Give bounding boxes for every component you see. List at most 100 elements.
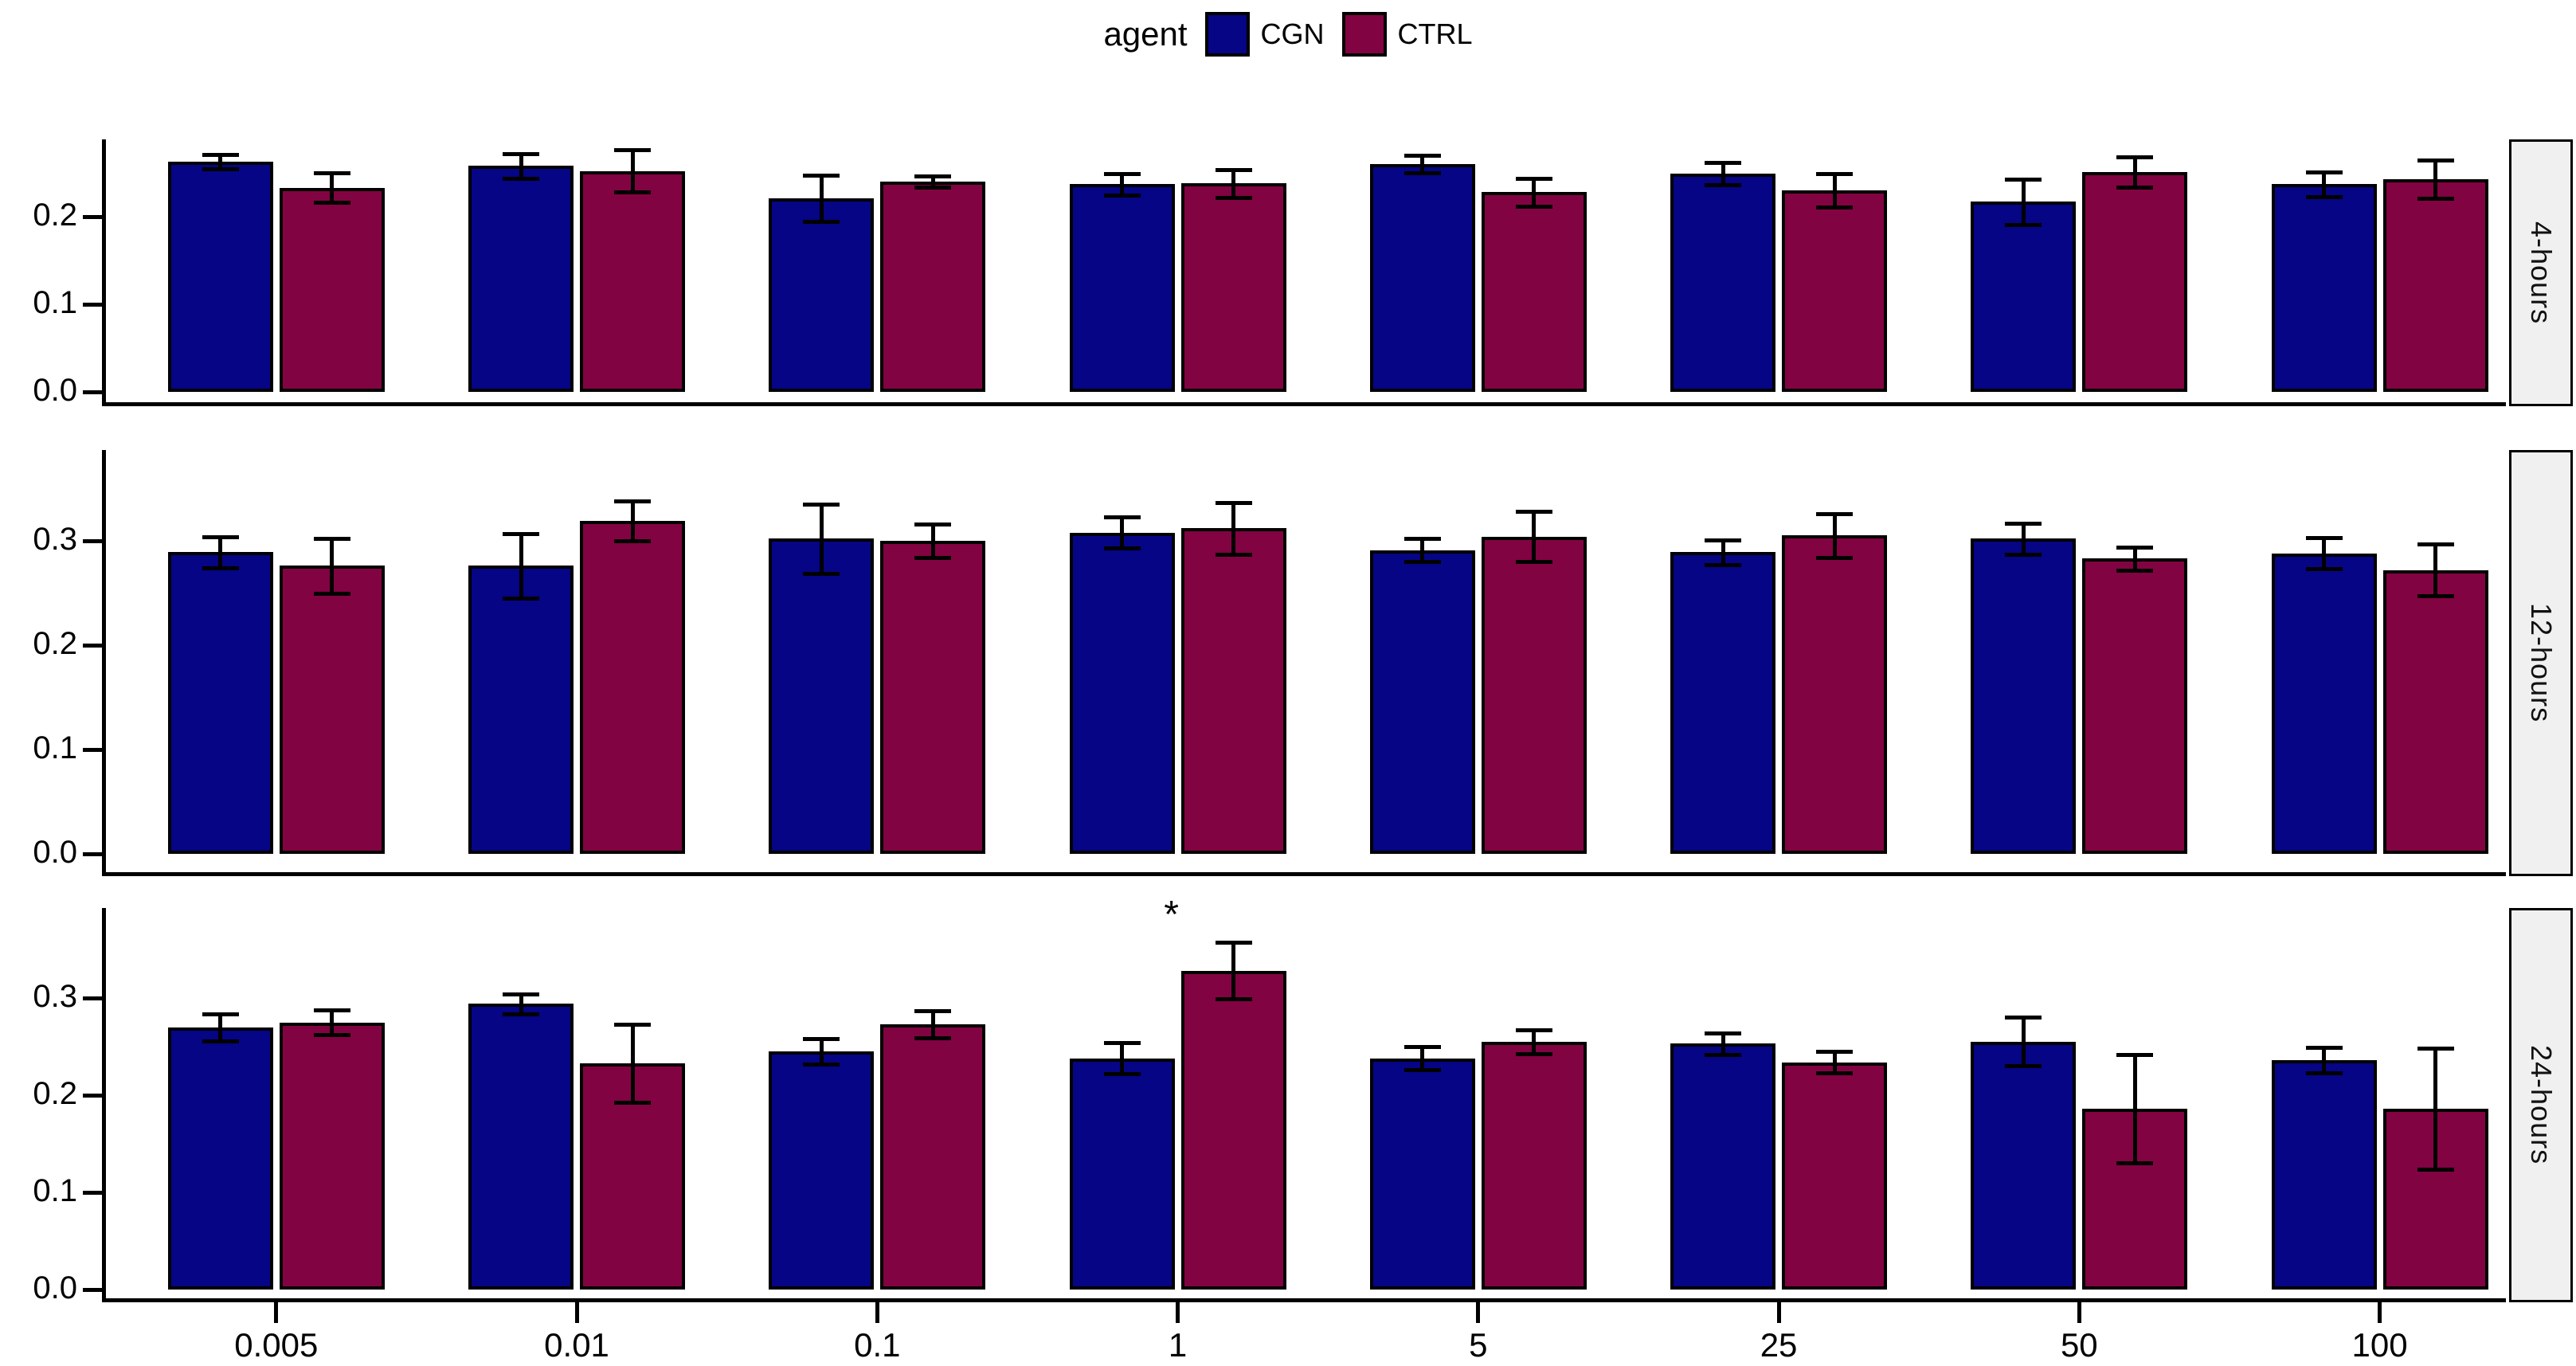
error-bar-CTRL-5: [1532, 511, 1537, 562]
error-bar-cap: [202, 1012, 239, 1016]
bar-CGN-1: [1069, 184, 1175, 392]
error-bar-CTRL-50: [2132, 546, 2137, 570]
x-axis-tick-label: 5: [1469, 1326, 1488, 1364]
error-bar-cap: [2417, 1167, 2454, 1172]
error-bar-CTRL-0.01: [630, 150, 635, 193]
error-bar-cap: [1103, 172, 1141, 177]
error-bar-cap: [2005, 553, 2042, 558]
error-bar-CGN-1: [1120, 174, 1125, 195]
error-bar-cap: [614, 1022, 652, 1027]
error-bar-cap: [1515, 510, 1552, 515]
y-axis-tick-label: 0.2: [33, 1076, 77, 1111]
bar-CTRL-0.1: [880, 182, 986, 392]
error-bar-cap: [1403, 560, 1441, 565]
error-bar-cap: [2116, 545, 2154, 550]
y-axis-tick: [83, 1288, 102, 1292]
y-axis-tick-label: 0.3: [33, 522, 77, 557]
significance-star: *: [1164, 894, 1179, 937]
error-bar-cap: [1215, 553, 1252, 558]
y-axis-tick: [83, 215, 102, 219]
bar-CTRL-25: [1782, 190, 1888, 392]
bar-CTRL-5: [1481, 536, 1587, 854]
x-axis-tick-label: 50: [2060, 1326, 2098, 1364]
y-axis-tick: [83, 852, 102, 856]
facet-panel-4-hours: [102, 139, 2506, 406]
error-bar-cap: [614, 190, 652, 195]
y-axis-tick: [83, 303, 102, 307]
error-bar-CTRL-0.005: [330, 1009, 335, 1035]
bar-CTRL-25: [1782, 1062, 1888, 1290]
error-bar-CTRL-100: [2433, 1048, 2438, 1169]
error-bar-cap: [803, 219, 840, 224]
error-bar-cap: [1215, 167, 1252, 172]
bar-CGN-5: [1369, 550, 1475, 854]
error-bar-cap: [313, 1033, 350, 1038]
error-bar-CGN-0.1: [819, 1039, 824, 1064]
error-bar-cap: [1705, 1031, 1742, 1035]
bar-CTRL-1: [1180, 528, 1286, 854]
error-bar-CGN-1: [1120, 1043, 1125, 1074]
error-bar-CTRL-0.1: [930, 176, 935, 187]
bar-CGN-100: [2271, 1060, 2377, 1290]
y-axis-tick: [83, 644, 102, 648]
error-bar-CGN-0.01: [519, 994, 523, 1014]
cgn-color-swatch-icon: [1204, 12, 1250, 57]
error-bar-CTRL-50: [2132, 157, 2137, 187]
error-bar-cap: [202, 1039, 239, 1043]
error-bar-cap: [914, 523, 952, 527]
error-bar-cap: [2005, 521, 2042, 526]
bar-CTRL-0.005: [279, 187, 385, 392]
y-axis-tick-label: 0.3: [33, 979, 77, 1014]
error-bar-cap: [1705, 563, 1742, 568]
bar-CGN-5: [1369, 164, 1475, 392]
x-axis-tick: [1476, 1302, 1481, 1323]
error-bar-cap: [2005, 1064, 2042, 1069]
error-bar-cap: [1215, 997, 1252, 1002]
error-bar-cap: [1103, 515, 1141, 519]
error-bar-cap: [614, 539, 652, 543]
error-bar-cap: [2116, 185, 2154, 190]
bar-CTRL-1: [1180, 970, 1286, 1290]
bar-CTRL-0.005: [279, 1022, 385, 1290]
bar-CGN-0.01: [468, 1004, 574, 1290]
error-bar-cap: [503, 992, 540, 997]
bar-CTRL-25: [1782, 535, 1888, 854]
error-bar-cap: [1816, 205, 1854, 209]
error-bar-cap: [1705, 1052, 1742, 1057]
error-bar-cap: [1215, 500, 1252, 505]
y-axis-tick: [83, 390, 102, 394]
error-bar-CTRL-1: [1231, 169, 1236, 198]
error-bar-cap: [1103, 546, 1141, 551]
bar-CGN-0.1: [769, 1051, 875, 1290]
facet-strip-24-hours: 24-hours: [2509, 908, 2573, 1302]
error-bar-cap: [2005, 222, 2042, 227]
error-bar-CTRL-0.01: [630, 501, 635, 541]
bar-CGN-0.1: [769, 538, 875, 854]
bar-CTRL-0.005: [279, 566, 385, 854]
error-bar-cap: [313, 171, 350, 175]
bar-CTRL-100: [2382, 569, 2488, 854]
error-bar-cap: [914, 185, 952, 190]
error-bar-CTRL-0.005: [330, 538, 335, 593]
x-axis-tick-label: 25: [1760, 1326, 1798, 1364]
error-bar-cap: [503, 597, 540, 601]
error-bar-cap: [503, 531, 540, 536]
error-bar-cap: [202, 534, 239, 539]
error-bar-cap: [313, 537, 350, 542]
error-bar-cap: [2305, 194, 2343, 199]
error-bar-cap: [614, 1100, 652, 1105]
bar-CGN-25: [1670, 174, 1776, 392]
error-bar-cap: [614, 148, 652, 153]
error-bar-CGN-0.005: [218, 154, 223, 169]
error-bar-cap: [803, 503, 840, 507]
bar-CGN-0.005: [167, 1027, 273, 1290]
error-bar-CTRL-0.1: [930, 1010, 935, 1039]
error-bar-cap: [2417, 158, 2454, 162]
y-axis-tick-label: 0.0: [33, 1270, 77, 1305]
error-bar-cap: [803, 174, 840, 178]
error-bar-cap: [2305, 1070, 2343, 1075]
x-axis-tick: [2378, 1302, 2382, 1323]
error-bar-cap: [1816, 1050, 1854, 1055]
error-bar-cap: [1403, 1045, 1441, 1049]
error-bar-cap: [1816, 511, 1854, 516]
